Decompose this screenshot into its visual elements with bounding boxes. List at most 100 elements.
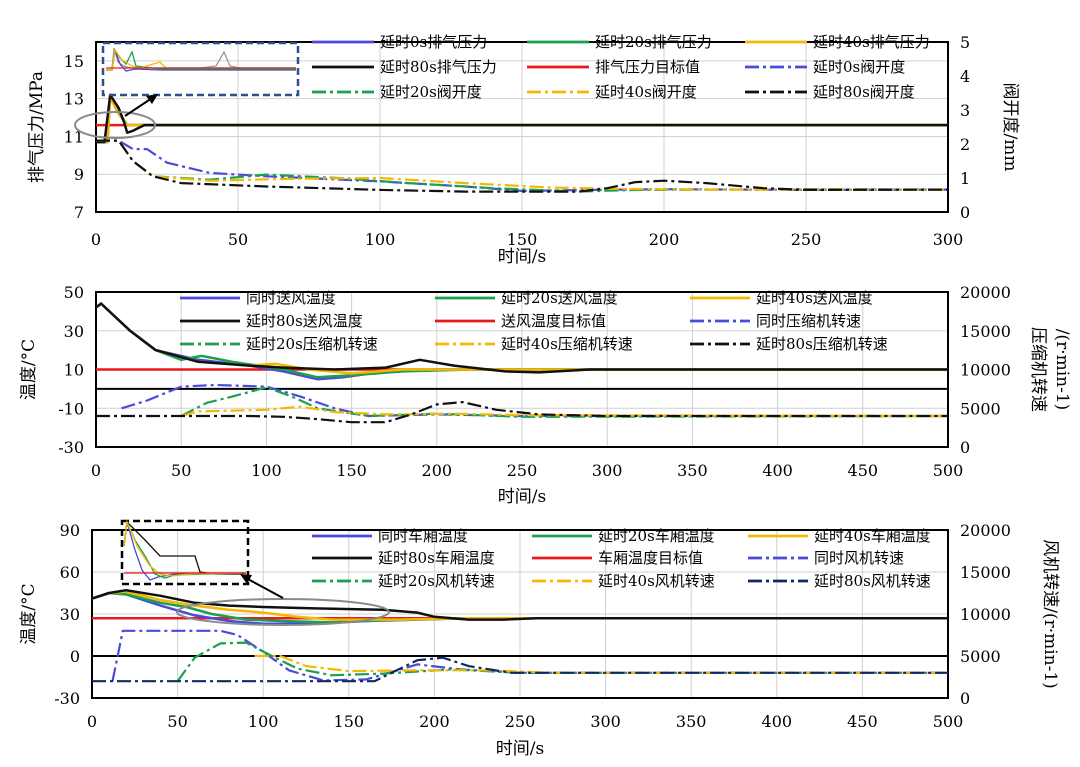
highlight-ellipse [74, 111, 156, 139]
y-tick-label: 13 [64, 90, 84, 109]
legend-label: 同时车厢温度 [378, 527, 468, 545]
x-tick-label: 100 [365, 230, 396, 249]
y-tick-label: -30 [58, 438, 84, 457]
y2-tick-label: 4 [960, 67, 970, 86]
legend-label: 延时80s压缩机转速 [756, 335, 888, 353]
legend-label: 车厢温度目标值 [598, 549, 703, 567]
x-tick-label: 100 [248, 712, 279, 731]
y-tick-label: -30 [54, 689, 80, 708]
y2-tick-label: 10000 [960, 605, 1011, 624]
y-tick-label: 50 [64, 283, 84, 302]
y2-axis-label-unit: /(r·min-1) [1052, 329, 1072, 411]
y2-tick-label: 0 [960, 203, 970, 222]
x-tick-label: 200 [419, 712, 450, 731]
y2-tick-label: 2 [960, 135, 970, 154]
legend-label: 延时40s车厢温度 [814, 527, 931, 545]
series-line [92, 588, 948, 621]
zoom-inset-box [101, 41, 300, 97]
x-tick-label: 150 [507, 230, 538, 249]
legend-label: 延时20s排气压力 [595, 33, 712, 51]
series-group [96, 302, 948, 424]
y2-tick-label: 1 [960, 169, 970, 188]
x-tick-label: 50 [171, 461, 191, 480]
y-tick-label: 0 [70, 647, 80, 666]
series-line [180, 405, 948, 418]
zoom-inset-box [120, 519, 250, 586]
y-axis-label: 排气压力/MPa [27, 71, 47, 183]
legend-label: 延时80s风机转速 [814, 572, 931, 590]
legend-label: 延时80s阀开度 [813, 83, 915, 101]
series-group [96, 93, 948, 193]
legend-label: 延时40s送风温度 [756, 289, 873, 307]
y2-tick-label: 20000 [960, 283, 1011, 302]
zoom-arrow [124, 97, 153, 117]
y2-tick-label: 0 [960, 438, 970, 457]
y-tick-label: 15 [64, 52, 84, 71]
y-tick-label: -10 [58, 399, 84, 418]
y-tick-label: 30 [60, 605, 80, 624]
series-line [96, 93, 948, 144]
chart-3: 0 50 100 150 200 250 300 350 400 450 500 -30 0 30 60 90… [19, 521, 1060, 759]
y2-tick-label: 5 [960, 33, 970, 52]
x-tick-label: 350 [676, 712, 707, 731]
y2-tick-label: 10000 [960, 361, 1011, 380]
legend-label: 延时80s送风温度 [246, 312, 363, 330]
legend-label: 延时20s阀开度 [380, 83, 482, 101]
zoom-inset-curve [123, 519, 247, 577]
y-tick-label: 10 [64, 361, 84, 380]
chart-1: 0 50 100 150 200 250 30079111315012345时间/s排气压力… [27, 33, 1020, 267]
x-tick-label: 200 [422, 461, 453, 480]
zoom-arrow-head [240, 574, 252, 584]
y-axis-label: 温度/°C [19, 583, 39, 644]
chart-1-zoom-annotation [74, 41, 300, 139]
series-line [180, 386, 948, 418]
zoom-arrow [245, 577, 284, 599]
y-axis-label: 温度/°C [19, 339, 39, 400]
series-line [96, 95, 948, 144]
x-tick-label: 0 [91, 461, 101, 480]
y-tick-label: 11 [64, 127, 84, 146]
y2-tick-label: 15000 [960, 563, 1011, 582]
plot-frame [91, 529, 949, 699]
y-tick-label: 9 [74, 165, 84, 184]
series-line [176, 641, 948, 682]
x-tick-label: 450 [848, 461, 879, 480]
x-tick-label: 200 [649, 230, 680, 249]
plot-frame [95, 41, 949, 213]
series-group [92, 588, 948, 683]
x-tick-label: 250 [505, 712, 536, 731]
x-tick-label: 0 [91, 230, 101, 249]
legend-label: 延时20s压缩机转速 [246, 335, 378, 353]
x-tick-label: 250 [507, 461, 538, 480]
x-tick-label: 50 [228, 230, 248, 249]
legend-label: 延时40s排气压力 [813, 33, 930, 51]
series-line [254, 654, 948, 674]
legend-label: 同时送风温度 [246, 289, 336, 307]
x-tick-label: 50 [167, 712, 187, 731]
legend-label: 延时0s排气压力 [380, 33, 487, 51]
legend-label: 同时风机转速 [814, 549, 904, 567]
x-tick-label: 400 [762, 712, 793, 731]
x-tick-label: 150 [336, 461, 367, 480]
y-tick-label: 30 [64, 322, 84, 341]
y2-tick-label: 0 [960, 689, 970, 708]
y2-axis-label: 压缩机转速 [1028, 327, 1048, 412]
series-line [111, 629, 948, 682]
y-tick-label: 7 [74, 203, 84, 222]
series-line [96, 139, 948, 193]
y2-axis-label: 阀开度/mm [1000, 83, 1020, 172]
x-tick-label: 300 [590, 712, 621, 731]
y2-axis-label: 风机转速/(r·min-1) [1040, 539, 1060, 689]
y2-tick-label: 3 [960, 101, 970, 120]
x-axis-label: 时间/s [498, 247, 546, 267]
legend-label: 延时80s车厢温度 [378, 549, 495, 567]
x-tick-label: 350 [677, 461, 708, 480]
legend-label: 排气压力目标值 [595, 58, 700, 76]
series-line [96, 302, 948, 374]
series-line [96, 401, 948, 424]
y2-tick-label: 20000 [960, 521, 1011, 540]
y-tick-label: 90 [60, 521, 80, 540]
x-tick-label: 400 [762, 461, 793, 480]
legend-label: 延时20s风机转速 [378, 572, 495, 590]
